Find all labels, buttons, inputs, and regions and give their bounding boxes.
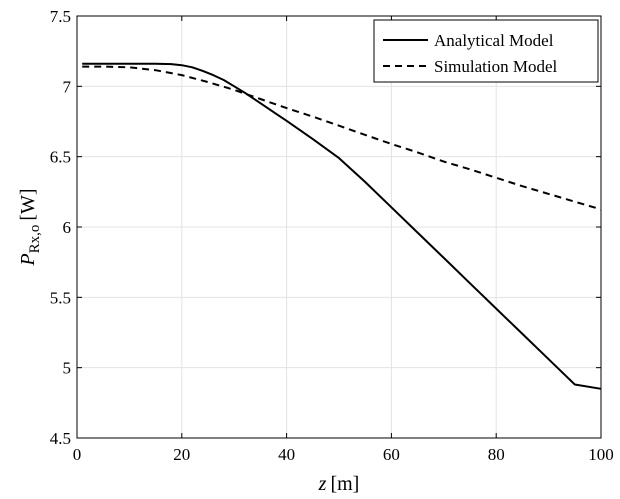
x-tick-label: 80 — [488, 445, 505, 464]
y-tick-labels: 4.5 5 5.5 6 6.5 7 7.5 — [50, 7, 72, 448]
axis-ticks — [76, 15, 602, 439]
legend-label-simulation: Simulation Model — [434, 57, 558, 76]
x-tick-label: 20 — [173, 445, 190, 464]
analytical-model-line — [82, 62, 602, 390]
y-tick-label: 4.5 — [50, 429, 71, 448]
y-tick-label: 5 — [63, 359, 72, 378]
y-tick-label: 6.5 — [50, 148, 71, 167]
x-tick-label: 0 — [73, 445, 82, 464]
y-tick-label: 5.5 — [50, 288, 71, 307]
x-tick-label: 100 — [588, 445, 614, 464]
x-tick-labels: 0 20 40 60 80 100 — [73, 445, 614, 464]
x-tick-label: 40 — [278, 445, 295, 464]
y-tick-label: 6 — [63, 218, 72, 237]
series-lines — [82, 62, 602, 390]
legend: Analytical Model Simulation Model — [373, 19, 599, 83]
y-tick-label: 7 — [63, 77, 72, 96]
y-axis-label: PRx,o[W] — [17, 188, 43, 266]
legend-label-analytical: Analytical Model — [434, 31, 554, 50]
x-axis-label: z [m] — [318, 473, 360, 495]
x-tick-label: 60 — [383, 445, 400, 464]
y-tick-label: 7.5 — [50, 7, 71, 26]
legend-box — [373, 19, 599, 83]
simulation-model-line — [82, 65, 602, 211]
